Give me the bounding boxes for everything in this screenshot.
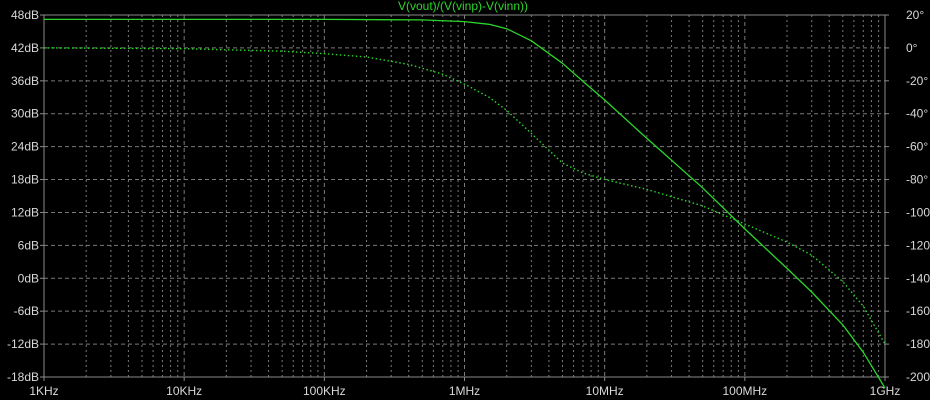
right-tick-label: -80° bbox=[906, 173, 928, 187]
left-tick-label: 24dB bbox=[11, 140, 39, 154]
left-tick-label: 0dB bbox=[18, 271, 39, 285]
right-tick-label: 0° bbox=[906, 41, 918, 55]
right-tick-label: 20° bbox=[906, 8, 924, 22]
x-tick-label: 100MHz bbox=[722, 384, 767, 398]
right-tick-label: -200° bbox=[906, 370, 930, 384]
left-tick-label: -12dB bbox=[7, 337, 39, 351]
x-tick-label: 10MHz bbox=[586, 384, 624, 398]
x-tick-label: 10KHz bbox=[166, 384, 202, 398]
left-tick-label: 12dB bbox=[11, 205, 39, 219]
right-tick-label: -60° bbox=[906, 140, 928, 154]
right-tick-label: -160° bbox=[906, 304, 930, 318]
left-axis-tick-labels: 48dB 42dB 36dB 30dB 24dB 18dB 12dB 6dB 0dB -6dB -1… bbox=[7, 8, 44, 384]
left-tick-label: 42dB bbox=[11, 41, 39, 55]
left-tick-label: 6dB bbox=[18, 238, 39, 252]
right-axis-tick-labels: 20° 0° -20° -40° -60° -80° -100° -120° -140° -160… bbox=[885, 8, 930, 384]
chart-title: V(vout)/(V(vinp)-V(vinn)) bbox=[398, 0, 528, 13]
right-tick-label: -180° bbox=[906, 337, 930, 351]
x-tick-label: 1MHz bbox=[449, 384, 480, 398]
left-tick-label: 30dB bbox=[11, 107, 39, 121]
plot-grid bbox=[44, 15, 885, 377]
left-tick-label: 48dB bbox=[11, 8, 39, 22]
right-tick-label: -100° bbox=[906, 205, 930, 219]
x-tick-label: 1GHz bbox=[870, 384, 901, 398]
x-axis-tick-labels: 1KHz 10KHz 100KHz 1MHz 10MHz 100MHz 1GHz bbox=[29, 377, 900, 398]
right-tick-label: -140° bbox=[906, 271, 930, 285]
x-tick-label: 1KHz bbox=[29, 384, 58, 398]
left-tick-label: 36dB bbox=[11, 74, 39, 88]
left-tick-label: -6dB bbox=[14, 304, 39, 318]
right-tick-label: -40° bbox=[906, 107, 928, 121]
right-tick-label: -120° bbox=[906, 238, 930, 252]
left-tick-label: -18dB bbox=[7, 370, 39, 384]
right-tick-label: -20° bbox=[906, 74, 928, 88]
left-tick-label: 18dB bbox=[11, 173, 39, 187]
x-tick-label: 100KHz bbox=[303, 384, 346, 398]
